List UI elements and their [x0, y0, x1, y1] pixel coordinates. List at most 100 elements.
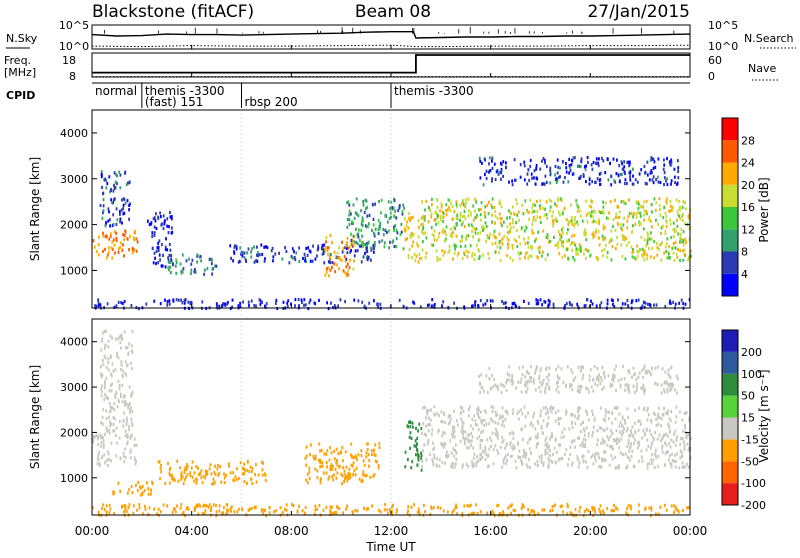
- power-cell: [578, 243, 581, 247]
- velocity-cell: [582, 437, 585, 441]
- power-cell: [128, 203, 130, 207]
- velocity-cell: [592, 425, 595, 429]
- power-cell: [535, 167, 538, 171]
- velocity-cell: [144, 507, 147, 511]
- velocity-cell: [640, 422, 642, 426]
- power-colorbar-swatch: [722, 184, 738, 207]
- velocity-cell: [521, 503, 524, 507]
- power-cell: [618, 164, 621, 168]
- velocity-cell: [124, 399, 127, 404]
- power-cell: [558, 237, 561, 241]
- velocity-cell: [545, 382, 548, 386]
- velocity-cell: [184, 514, 186, 518]
- power-cell: [320, 246, 323, 250]
- velocity-colorbar-tick: -100: [741, 477, 766, 490]
- power-cell: [643, 249, 646, 253]
- velocity-cell: [674, 429, 677, 433]
- velocity-cell: [463, 437, 466, 441]
- velocity-cell: [92, 440, 95, 444]
- velocity-cell: [479, 457, 481, 461]
- velocity-cell: [515, 466, 518, 470]
- velocity-cell: [545, 405, 547, 409]
- power-cell: [400, 222, 403, 226]
- power-cell: [484, 215, 487, 219]
- velocity-cell: [449, 439, 452, 443]
- velocity-cell: [325, 505, 328, 509]
- power-cell: [191, 258, 194, 262]
- velocity-cell: [328, 475, 331, 479]
- velocity-cell: [262, 508, 265, 512]
- power-cell: [659, 208, 661, 212]
- velocity-cell: [111, 374, 113, 378]
- power-cell: [679, 258, 681, 262]
- power-cell: [349, 250, 352, 254]
- power-cell: [170, 217, 173, 221]
- velocity-cell: [593, 418, 596, 423]
- velocity-cell: [131, 434, 133, 438]
- velocity-cell: [461, 420, 464, 424]
- power-cell: [567, 220, 570, 224]
- power-cell: [602, 227, 605, 231]
- power-cell: [95, 250, 98, 254]
- power-cell: [168, 242, 171, 246]
- power-cell: [600, 171, 602, 175]
- power-cell: [498, 212, 501, 216]
- power-cell: [284, 246, 286, 250]
- velocity-cell: [127, 406, 129, 410]
- power-cell: [353, 254, 356, 258]
- power-cell: [576, 222, 579, 227]
- power-cell: [447, 198, 450, 202]
- power-cell: [151, 231, 154, 235]
- power-cell: [670, 301, 672, 305]
- power-cell: [349, 245, 351, 249]
- power-cell: [669, 218, 672, 222]
- velocity-cell: [225, 503, 228, 507]
- velocity-cell: [450, 451, 453, 455]
- velocity-cell: [529, 465, 531, 470]
- velocity-cell: [637, 419, 640, 423]
- power-cell: [670, 179, 673, 183]
- velocity-cell: [687, 465, 690, 469]
- velocity-cell: [476, 408, 478, 412]
- velocity-cell: [116, 354, 118, 358]
- velocity-cell: [113, 401, 116, 406]
- power-cell: [528, 178, 531, 182]
- power-cell: [665, 242, 668, 246]
- velocity-cell: [345, 475, 348, 479]
- power-cell: [577, 205, 580, 209]
- velocity-cell: [583, 433, 586, 437]
- velocity-cell: [169, 481, 171, 485]
- power-colorbar-swatch: [722, 251, 738, 274]
- power-cell: [589, 214, 592, 218]
- velocity-cell: [624, 421, 627, 425]
- velocity-cell: [320, 477, 322, 481]
- power-cell: [445, 203, 448, 207]
- power-cell: [437, 221, 440, 225]
- velocity-cell: [313, 512, 316, 516]
- velocity-cell: [360, 449, 363, 453]
- power-cell: [621, 228, 624, 232]
- velocity-cell: [416, 463, 419, 467]
- velocity-cell: [338, 507, 341, 511]
- power-cell: [673, 167, 676, 171]
- power-cell: [451, 205, 454, 209]
- power-cell: [614, 180, 617, 184]
- power-cell: [157, 215, 159, 219]
- power-cell: [675, 198, 678, 202]
- velocity-cell: [670, 462, 673, 467]
- velocity-cell: [524, 415, 527, 419]
- velocity-cell: [547, 378, 550, 382]
- power-cell: [593, 234, 596, 238]
- velocity-cell: [667, 422, 669, 426]
- power-cell: [671, 246, 674, 250]
- velocity-cell: [602, 509, 604, 513]
- velocity-cell: [656, 383, 659, 387]
- velocity-cell: [563, 427, 566, 431]
- power-cell: [442, 215, 445, 219]
- velocity-cell: [436, 464, 438, 468]
- velocity-cell: [562, 381, 565, 385]
- power-cell: [420, 223, 423, 227]
- power-cell: [499, 258, 502, 262]
- power-cell: [210, 262, 213, 266]
- velocity-cell: [210, 508, 212, 512]
